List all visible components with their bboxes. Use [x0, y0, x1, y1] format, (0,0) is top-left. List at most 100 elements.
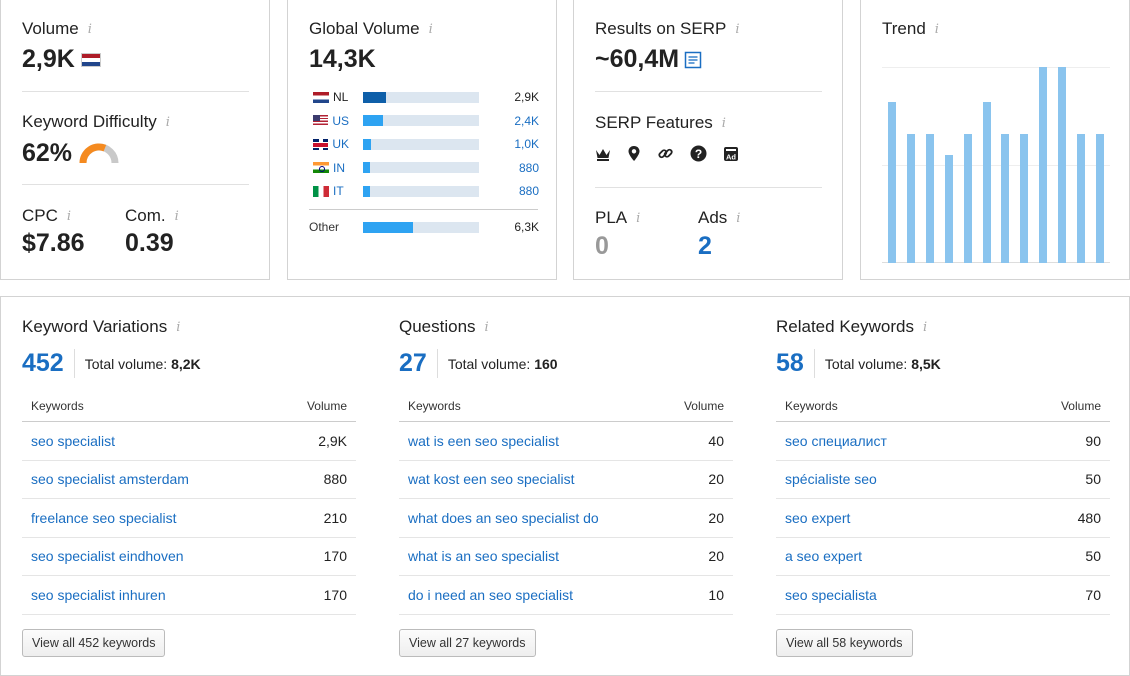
ads-value[interactable]: 2	[698, 232, 712, 260]
keyword-volume: 210	[323, 509, 347, 526]
keyword-volume: 170	[323, 586, 347, 603]
trend-bar[interactable]	[888, 102, 896, 263]
serp-features-icons: ? Ad	[595, 145, 739, 162]
serp-features-label: SERP Features i	[595, 113, 726, 132]
keyword-variations-count[interactable]: 452	[22, 349, 75, 378]
keyword-link[interactable]: what does an seo specialist do	[408, 509, 599, 526]
questions-count[interactable]: 27	[399, 349, 438, 378]
country-row-us[interactable]: US 2,4K	[309, 111, 539, 131]
keyword-link[interactable]: wat kost een seo specialist	[408, 471, 575, 488]
keyword-link[interactable]: seo specialist	[31, 432, 116, 449]
keyword-volume: 50	[1085, 548, 1101, 565]
us-flag-icon	[313, 115, 329, 126]
country-volume-bar	[363, 115, 479, 126]
keyword-link[interactable]: spécialiste seo	[785, 471, 877, 488]
global-volume-label: Global Volume i	[309, 19, 433, 38]
country-row-in[interactable]: IN 880	[309, 158, 539, 178]
view-all-questions-button[interactable]: View all 27 keywords	[399, 629, 536, 657]
view-all-keyword-variations-button[interactable]: View all 452 keywords	[22, 629, 166, 657]
difficulty-gauge-icon	[79, 143, 119, 163]
crown-icon[interactable]	[595, 146, 611, 162]
info-icon[interactable]: i	[934, 21, 939, 37]
keyword-link[interactable]: freelance seo specialist	[31, 509, 177, 526]
info-icon[interactable]: i	[636, 210, 641, 226]
table-row: seo specialist eindhoven 170	[22, 538, 356, 576]
keyword-link[interactable]: seo expert	[785, 509, 851, 526]
divider	[595, 91, 822, 92]
country-row-uk[interactable]: UK 1,0K	[309, 134, 539, 154]
table-row: seo expert 480	[776, 499, 1110, 538]
question-icon[interactable]: ?	[690, 145, 707, 162]
keyword-link[interactable]: seo specialista	[785, 586, 877, 603]
trend-bar[interactable]	[1058, 67, 1067, 263]
keyword-link[interactable]: wat is een seo specialist	[408, 432, 559, 449]
in-flag-icon	[313, 162, 329, 173]
keyword-link[interactable]: seo specialist amsterdam	[31, 471, 189, 488]
info-icon[interactable]: i	[87, 21, 92, 37]
table-header: Keywords Volume	[399, 390, 733, 422]
map-pin-icon[interactable]	[627, 145, 641, 162]
country-row-it[interactable]: IT 880	[309, 181, 539, 201]
keyword-volume: 90	[1085, 432, 1101, 449]
keyword-difficulty-label: Keyword Difficulty i	[22, 112, 170, 131]
info-icon[interactable]: i	[736, 210, 741, 226]
divider	[595, 187, 822, 188]
link-icon[interactable]	[657, 145, 674, 162]
info-icon[interactable]: i	[484, 319, 489, 335]
volume-column-header: Volume	[683, 398, 724, 413]
trend-bar[interactable]	[963, 133, 972, 263]
table-header: Keywords Volume	[776, 390, 1110, 422]
country-code: NL	[309, 90, 349, 104]
view-all-related-keywords-button[interactable]: View all 58 keywords	[776, 629, 913, 657]
keyword-difficulty-value: 62%	[22, 139, 73, 167]
keyword-link[interactable]: a seo expert	[785, 548, 863, 565]
svg-text:?: ?	[695, 147, 702, 161]
keyword-variations-title: Keyword Variations i	[22, 317, 181, 336]
serp-results-row: ~60,4M	[595, 45, 702, 74]
trend-bar[interactable]	[1020, 133, 1029, 263]
total-volume: Total volume: 8,2K	[84, 355, 201, 372]
info-icon[interactable]: i	[66, 208, 72, 224]
trend-bar[interactable]	[925, 133, 934, 263]
keyword-link[interactable]: seo specialist eindhoven	[31, 548, 184, 565]
info-icon[interactable]: i	[176, 319, 181, 335]
keyword-volume: 480	[1077, 509, 1101, 526]
table-row: seo специалист 90	[776, 422, 1110, 461]
keyword-link[interactable]: seo специалист	[785, 432, 887, 449]
country-volume-bar	[363, 91, 479, 103]
trend-bar[interactable]	[1039, 67, 1048, 263]
info-icon[interactable]: i	[165, 114, 170, 130]
keyword-volume: 170	[323, 548, 347, 565]
keyword-volume: 20	[708, 548, 724, 565]
info-icon[interactable]: i	[922, 319, 928, 335]
total-volume: Total volume: 8,5K	[824, 355, 941, 372]
table-row: spécialiste seo 50	[776, 461, 1110, 499]
trend-bar[interactable]	[1095, 133, 1104, 263]
trend-bar[interactable]	[906, 133, 915, 263]
divider	[22, 91, 249, 92]
divider	[309, 209, 538, 210]
info-icon[interactable]: i	[174, 208, 179, 224]
trend-bar[interactable]	[982, 102, 991, 263]
info-icon[interactable]: i	[428, 21, 433, 37]
info-icon[interactable]: i	[735, 21, 740, 37]
info-icon[interactable]: i	[721, 115, 726, 131]
trend-bar[interactable]	[944, 155, 953, 263]
volume-column-header: Volume	[1060, 398, 1101, 413]
competition-label: Com. i	[125, 206, 179, 225]
table-row: wat kost een seo specialist 20	[399, 461, 733, 499]
serp-snapshot-icon[interactable]	[684, 51, 702, 69]
serp-card: Results on SERP i ~60,4M SERP Features i ?…	[573, 0, 843, 280]
country-volume-value: 2,4K	[514, 113, 539, 128]
keyword-link[interactable]: do i need an seo specialist	[408, 586, 573, 603]
related-keywords-count[interactable]: 58	[776, 349, 815, 378]
global-volume-card: Global Volume i 14,3K NL 2,9K US 2,4K UK 1,0K I…	[287, 0, 557, 280]
it-flag-icon	[313, 185, 329, 197]
keyword-link[interactable]: seo specialist inhuren	[31, 586, 166, 603]
keyword-volume: 40	[708, 432, 724, 449]
ad-icon[interactable]: Ad	[723, 146, 739, 162]
keyword-link[interactable]: what is an seo specialist	[408, 548, 559, 565]
trend-bar[interactable]	[1077, 133, 1085, 263]
trend-bar[interactable]	[1001, 133, 1010, 263]
keyword-volume: 50	[1085, 471, 1101, 488]
